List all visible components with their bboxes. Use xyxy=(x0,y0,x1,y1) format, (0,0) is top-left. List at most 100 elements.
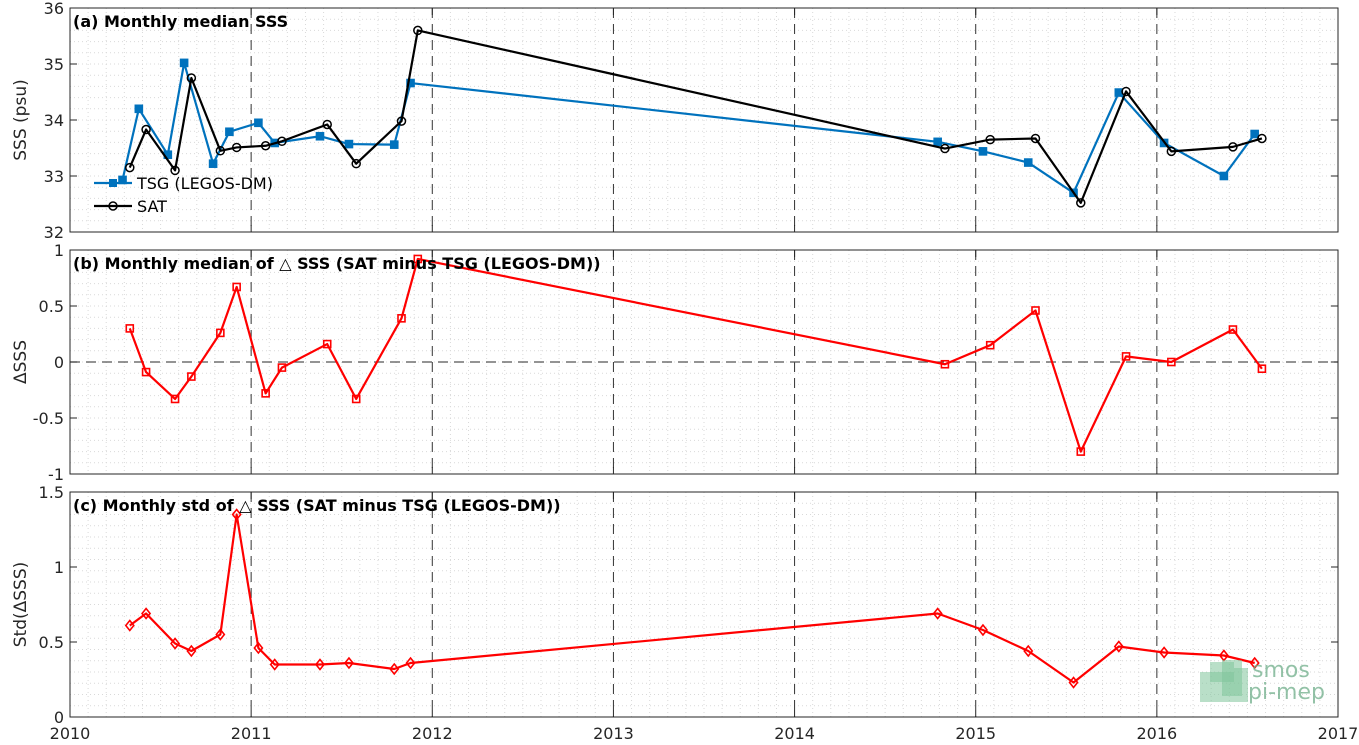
data-point xyxy=(397,314,406,323)
data-point xyxy=(985,340,995,350)
data-point xyxy=(141,607,152,620)
data-point xyxy=(215,628,226,641)
data-point xyxy=(1249,656,1260,670)
data-point xyxy=(1166,146,1177,157)
series-delta xyxy=(125,254,1267,456)
x-tick-label: 2017 xyxy=(1318,724,1359,743)
data-point xyxy=(134,104,144,114)
y-tick-label: 1.5 xyxy=(39,483,64,502)
data-point xyxy=(170,165,180,176)
data-point xyxy=(277,363,287,372)
data-point xyxy=(1250,129,1259,139)
data-point xyxy=(1121,352,1131,361)
data-point xyxy=(125,162,135,173)
data-point xyxy=(141,124,151,135)
data-point xyxy=(1228,325,1238,334)
data-point xyxy=(186,73,197,83)
y-tick-label: 1 xyxy=(54,558,64,577)
minor-grid xyxy=(70,492,1338,717)
data-point xyxy=(315,131,325,141)
series-line xyxy=(128,29,1263,204)
data-point xyxy=(933,137,942,147)
y-tick-label: -0.5 xyxy=(33,409,64,428)
x-tick-label: 2012 xyxy=(412,724,453,743)
data-point xyxy=(389,140,399,149)
y-tick-label: 32 xyxy=(44,223,64,242)
data-point xyxy=(1219,171,1229,181)
data-point xyxy=(389,662,400,676)
data-point xyxy=(179,58,189,68)
data-point xyxy=(1076,198,1086,208)
data-point xyxy=(208,159,218,168)
data-point xyxy=(1076,447,1086,456)
data-point xyxy=(322,339,332,349)
y-axis-label: ΔSSS xyxy=(11,340,31,384)
y-tick-label: 0 xyxy=(54,708,64,727)
x-tick-label: 2013 xyxy=(593,724,634,743)
data-point xyxy=(322,119,332,130)
series-delta xyxy=(124,508,1260,689)
data-point xyxy=(187,372,196,381)
data-point xyxy=(978,147,988,156)
data-point xyxy=(124,619,135,632)
y-tick-label: 1 xyxy=(54,241,64,260)
y-tick-label: 33 xyxy=(44,167,64,186)
data-point xyxy=(125,324,135,333)
data-point xyxy=(170,637,181,650)
panel-b: -1 -0.5 0 0.5 1 ΔSSS (b) Monthly median of △ S… xyxy=(11,241,1339,484)
series-line xyxy=(121,61,1256,194)
data-point xyxy=(1023,158,1033,167)
data-point xyxy=(932,607,943,620)
panel-c: 0 0.5 1 1.5 2010 2011 2012 2013 2014 2015 2016 2017… xyxy=(11,483,1358,743)
data-point xyxy=(396,116,407,126)
x-tick-label: 2015 xyxy=(955,724,996,743)
data-point xyxy=(1068,676,1079,689)
data-point xyxy=(231,142,242,153)
panel-title: (b) Monthly median of △ SSS (SAT minus T… xyxy=(73,254,601,273)
data-point xyxy=(1159,646,1170,659)
data-point xyxy=(351,394,361,404)
y-axis-label: SSS (psu) xyxy=(11,79,31,160)
series-sat xyxy=(125,25,1267,208)
logo-shape xyxy=(1234,668,1248,702)
panel-title: (c) Monthly std of △ SSS (SAT minus TSG … xyxy=(73,496,561,515)
data-point xyxy=(1121,86,1131,97)
major-grid xyxy=(250,8,1158,232)
legend-marker xyxy=(108,201,118,211)
data-point xyxy=(1228,142,1238,152)
data-point xyxy=(277,136,287,147)
data-point xyxy=(344,139,354,149)
panel-a: 32 33 34 35 36 SSS (psu) (a) Monthly median SS… xyxy=(11,0,1339,242)
data-point xyxy=(1257,133,1267,144)
data-point xyxy=(1167,357,1176,367)
x-tick-label: 2016 xyxy=(1136,724,1177,743)
series-tsg-legos-dm- xyxy=(118,58,1259,198)
data-point xyxy=(141,367,151,377)
data-point xyxy=(413,25,423,36)
data-point xyxy=(1257,364,1267,374)
panel-title: (a) Monthly median SSS xyxy=(73,12,288,31)
y-axis-label: Std(ΔSSS) xyxy=(11,562,31,648)
data-point xyxy=(216,328,225,338)
legend: TSG (LEGOS-DM) SAT xyxy=(94,174,273,216)
data-point xyxy=(1113,640,1124,653)
legend-marker xyxy=(109,179,117,187)
data-point xyxy=(1023,644,1034,658)
data-point xyxy=(231,508,242,521)
y-tick-label: 0.5 xyxy=(39,297,64,316)
y-tick-label: 36 xyxy=(44,0,64,18)
y-tick-label: 35 xyxy=(44,55,64,74)
legend-label: TSG (LEGOS-DM) xyxy=(136,174,273,193)
data-point xyxy=(253,641,264,655)
data-point xyxy=(1031,306,1040,315)
data-point xyxy=(405,656,416,670)
data-point xyxy=(413,254,423,264)
data-point xyxy=(261,389,270,398)
data-point xyxy=(260,141,271,151)
logo-text-line2: pi-mep xyxy=(1248,680,1325,705)
y-tick-label: -1 xyxy=(48,465,64,484)
data-point xyxy=(940,359,950,369)
x-tick-label: 2011 xyxy=(231,724,272,743)
